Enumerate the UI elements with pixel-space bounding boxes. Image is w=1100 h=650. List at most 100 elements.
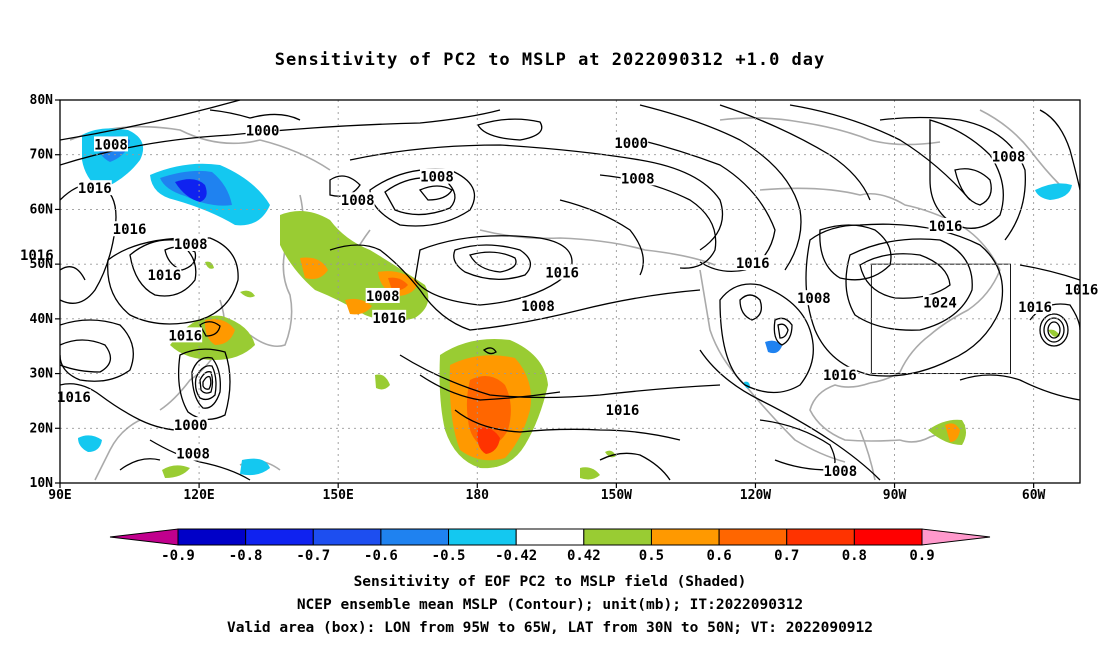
contour-labels: 1000 1008 1008 1016 1008 1016 1008 1016 1016 1008… <box>19 122 1099 480</box>
colorbar-swatch <box>650 528 720 546</box>
colorbar-level-label: 0.9 <box>909 548 934 564</box>
colorbar-swatch <box>380 528 450 546</box>
positive-patch <box>240 290 255 298</box>
positive-patch <box>205 261 214 269</box>
contour-label: 1008 <box>341 193 375 209</box>
lon-tick-label: 90W <box>883 488 907 503</box>
contour-label: 1016 <box>147 268 181 284</box>
colorbar-level-label: -0.6 <box>364 548 398 564</box>
lon-tick-label: 150W <box>601 488 632 503</box>
contour-label-bg <box>614 134 649 150</box>
contour-label: 1016 <box>78 181 112 197</box>
contour-label: 1008 <box>823 464 857 480</box>
lat-tick-label: 30N <box>30 367 54 382</box>
contour-label-bg <box>112 221 147 237</box>
negative-patch <box>1035 183 1072 200</box>
contour-label-bg <box>1018 298 1053 314</box>
footer-line-3: Valid area (box): LON from 95W to 65W, L… <box>226 620 873 636</box>
contour-label: 1000 <box>174 418 208 434</box>
contour-label-bg <box>340 192 375 208</box>
negative-patch <box>78 435 102 452</box>
contour-label: 1008 <box>174 237 208 253</box>
lat-tick-label: 10N <box>30 476 54 491</box>
contour-label-bg <box>796 290 831 306</box>
contour-label-bg <box>620 170 655 186</box>
contour-label: 1008 <box>176 447 210 463</box>
contour-label-bg <box>605 401 640 417</box>
lon-tick-label: 120E <box>183 488 214 503</box>
lat-tick-label: 60N <box>30 202 54 217</box>
colorbar-swatch <box>718 528 788 546</box>
colorbar-level-label: 0.6 <box>706 548 731 564</box>
positive-patch <box>477 427 500 454</box>
contour-label: 1016 <box>57 390 91 406</box>
lat-tick-label: 20N <box>30 421 54 436</box>
contour-label: 1016 <box>372 311 406 327</box>
lat-axis: 10N 20N 30N 40N 50N 60N 70N 80N <box>30 93 60 491</box>
contour-label-bg <box>419 168 454 184</box>
colorbar-swatch <box>853 528 923 546</box>
lat-tick-label: 70N <box>30 148 54 163</box>
contour-label: 1016 <box>606 403 640 419</box>
contour-label: 1008 <box>992 149 1026 165</box>
negative-patch <box>765 340 782 354</box>
contour-label: 1016 <box>545 265 579 281</box>
contour-label-bg <box>991 148 1026 164</box>
contour-label-bg <box>147 267 182 283</box>
lon-tick-label: 180 <box>466 488 490 503</box>
grid-lines <box>60 100 1080 483</box>
contour-label: 1016 <box>929 219 963 235</box>
positive-patch <box>580 467 600 480</box>
contour-label: 1016 <box>113 222 147 238</box>
contour-label: 1016 <box>20 248 54 264</box>
colorbar-swatch <box>245 528 314 546</box>
plot-frame <box>59 99 1081 484</box>
contour-label: 1016 <box>1018 300 1052 316</box>
contour-label-bg <box>168 327 203 343</box>
contour-label: 1000 <box>614 136 648 152</box>
chart-title: Sensitivity of PC2 to MSLP at 2022090312… <box>274 50 826 70</box>
contour-label-bg <box>56 389 91 405</box>
contour-label: 1008 <box>521 299 555 315</box>
negative-patch <box>240 458 270 476</box>
colorbar-level-label: 0.7 <box>774 548 799 564</box>
contour-label: 1000 <box>246 124 280 140</box>
contour-label-bg <box>19 246 54 262</box>
colorbar-level-label: -0.5 <box>432 548 466 564</box>
colorbar-level-label: 0.5 <box>639 548 664 564</box>
positive-patch <box>162 465 190 478</box>
contour-label-bg <box>922 294 957 310</box>
colorbar-swatch <box>177 528 247 546</box>
colorbar: -0.9 -0.8 -0.7 -0.6 -0.5 -0.42 0.42 0.5 0.6 0.7 0.… <box>109 528 991 564</box>
contour-label-bg <box>1064 281 1099 297</box>
contour-label: 1016 <box>736 256 770 272</box>
colorbar-swatch <box>786 528 855 546</box>
positive-patch <box>375 374 390 390</box>
contour-label-bg <box>173 235 208 251</box>
lat-tick-label: 40N <box>30 312 54 327</box>
colorbar-level-label: -0.9 <box>161 548 195 564</box>
contour-label: 1008 <box>94 137 128 153</box>
colorbar-level-label: -0.7 <box>296 548 330 564</box>
lon-tick-label: 150E <box>323 488 354 503</box>
positive-patch <box>388 277 408 291</box>
contour-label: 1016 <box>168 328 202 344</box>
footer-line-2: NCEP ensemble mean MSLP (Contour); unit(… <box>296 597 804 613</box>
colorbar-swatch <box>312 528 382 546</box>
footer-line-1: Sensitivity of EOF PC2 to MSLP field (Sh… <box>353 574 747 590</box>
lon-tick-label: 90E <box>48 488 71 503</box>
contour-label: 1008 <box>621 171 655 187</box>
lat-tick-label: 50N <box>30 257 54 272</box>
positive-patch <box>928 419 966 445</box>
colorbar-level-label: 0.8 <box>842 548 867 564</box>
lat-tick-label: 80N <box>30 93 54 108</box>
mslp-contours <box>60 100 1080 481</box>
colorbar-swatch <box>583 528 652 546</box>
colorbar-level-label: -0.42 <box>495 548 537 564</box>
contour-label-bg <box>545 264 580 280</box>
lon-tick-label: 120W <box>740 488 771 503</box>
lon-axis: 90E 120E 150E 180 150W 120W 90W 60W <box>48 483 1046 503</box>
lon-tick-label: 60W <box>1022 488 1046 503</box>
contour-label-bg <box>176 445 211 461</box>
contour-label-bg <box>735 255 770 271</box>
